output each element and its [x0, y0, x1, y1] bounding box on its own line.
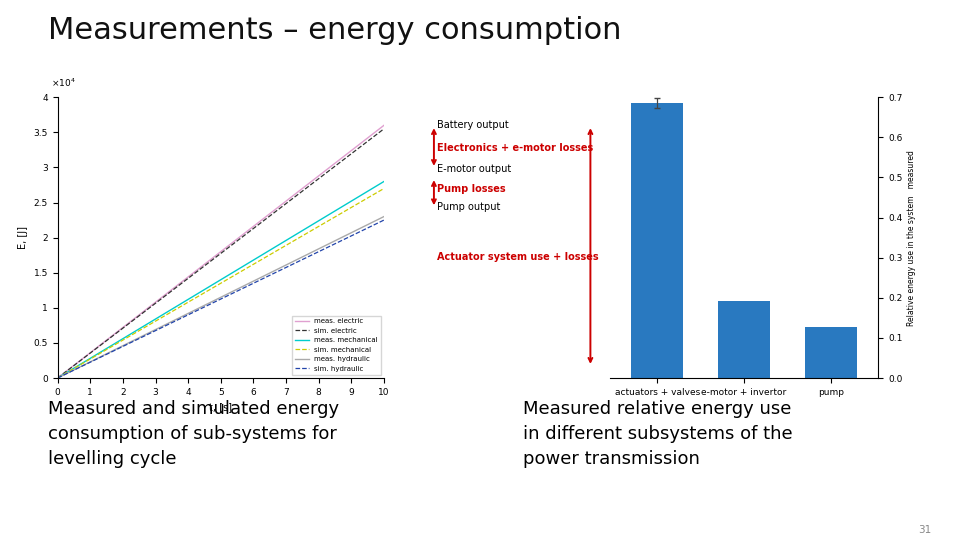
Text: Electronics + e-motor losses: Electronics + e-motor losses	[437, 143, 593, 153]
meas. hydraulic	[378, 213, 390, 220]
sim. electric	[65, 364, 77, 371]
sim. hydraulic	[65, 368, 77, 375]
sim. electric	[139, 308, 151, 315]
sim. electric	[350, 147, 362, 153]
Line: sim. hydraulic: sim. hydraulic	[58, 220, 384, 378]
meas. electric	[362, 135, 373, 141]
meas. electric	[65, 364, 77, 371]
sim. mechanical	[378, 185, 390, 192]
sim. hydraulic	[362, 225, 373, 231]
Text: Pump losses: Pump losses	[437, 184, 505, 194]
sim. hydraulic	[378, 217, 390, 223]
meas. electric	[52, 375, 63, 381]
Text: Pump output: Pump output	[437, 202, 500, 212]
sim. mechanical	[72, 363, 84, 370]
meas. hydraulic	[112, 345, 124, 351]
meas. hydraulic	[362, 221, 373, 228]
Text: Measurements – energy consumption: Measurements – energy consumption	[48, 16, 621, 45]
meas. electric	[139, 307, 151, 314]
Text: $\times10^4$: $\times10^4$	[51, 76, 76, 89]
meas. hydraulic	[350, 227, 362, 234]
Bar	[718, 301, 770, 378]
meas. electric	[112, 328, 124, 334]
meas. hydraulic	[65, 368, 77, 375]
Line: meas. hydraulic: meas. hydraulic	[58, 217, 384, 378]
sim. mechanical	[65, 367, 77, 374]
Text: Battery output: Battery output	[437, 120, 509, 130]
Line: meas. electric: meas. electric	[58, 125, 384, 378]
meas. hydraulic	[52, 375, 63, 381]
meas. electric	[72, 360, 84, 366]
sim. mechanical	[362, 195, 373, 201]
X-axis label: t, [s]: t, [s]	[209, 402, 232, 412]
meas. mechanical	[350, 195, 362, 201]
sim. hydraulic	[52, 375, 63, 381]
sim. electric	[112, 328, 124, 335]
sim. mechanical	[112, 340, 124, 346]
sim. electric	[362, 138, 373, 145]
meas. mechanical	[112, 338, 124, 345]
sim. hydraulic	[350, 230, 362, 237]
Text: Actuator system use + losses: Actuator system use + losses	[437, 252, 598, 262]
sim. electric	[378, 125, 390, 132]
sim. hydraulic	[72, 365, 84, 372]
meas. mechanical	[72, 363, 84, 369]
Y-axis label: Relative energy use in the system   measured: Relative energy use in the system measur…	[906, 150, 916, 326]
sim. mechanical	[350, 201, 362, 208]
meas. hydraulic	[139, 332, 151, 338]
meas. mechanical	[65, 367, 77, 373]
Line: sim. mechanical: sim. mechanical	[58, 188, 384, 378]
sim. mechanical	[52, 375, 63, 381]
Text: E-motor output: E-motor output	[437, 164, 511, 174]
Line: meas. mechanical: meas. mechanical	[58, 181, 384, 378]
sim. mechanical	[139, 325, 151, 331]
Text: 31: 31	[918, 524, 931, 535]
Bar	[632, 103, 684, 378]
sim. electric	[72, 360, 84, 366]
meas. hydraulic	[72, 365, 84, 372]
Legend: meas. electric, sim. electric, meas. mechanical, sim. mechanical, meas. hydrauli: meas. electric, sim. electric, meas. mec…	[292, 315, 380, 375]
Bar	[804, 327, 856, 378]
Y-axis label: E, [J]: E, [J]	[18, 226, 28, 249]
meas. mechanical	[139, 322, 151, 329]
meas. mechanical	[378, 178, 390, 185]
Text: Measured and simulated energy
consumption of sub-systems for
levelling cycle: Measured and simulated energy consumptio…	[48, 400, 339, 468]
meas. mechanical	[362, 188, 373, 194]
sim. electric	[52, 375, 63, 381]
meas. electric	[350, 144, 362, 150]
meas. electric	[378, 122, 390, 129]
Line: sim. electric: sim. electric	[58, 129, 384, 378]
Text: Measured relative energy use
in different subsystems of the
power transmission: Measured relative energy use in differen…	[523, 400, 793, 468]
sim. hydraulic	[139, 333, 151, 339]
sim. hydraulic	[112, 346, 124, 352]
meas. mechanical	[52, 375, 63, 381]
